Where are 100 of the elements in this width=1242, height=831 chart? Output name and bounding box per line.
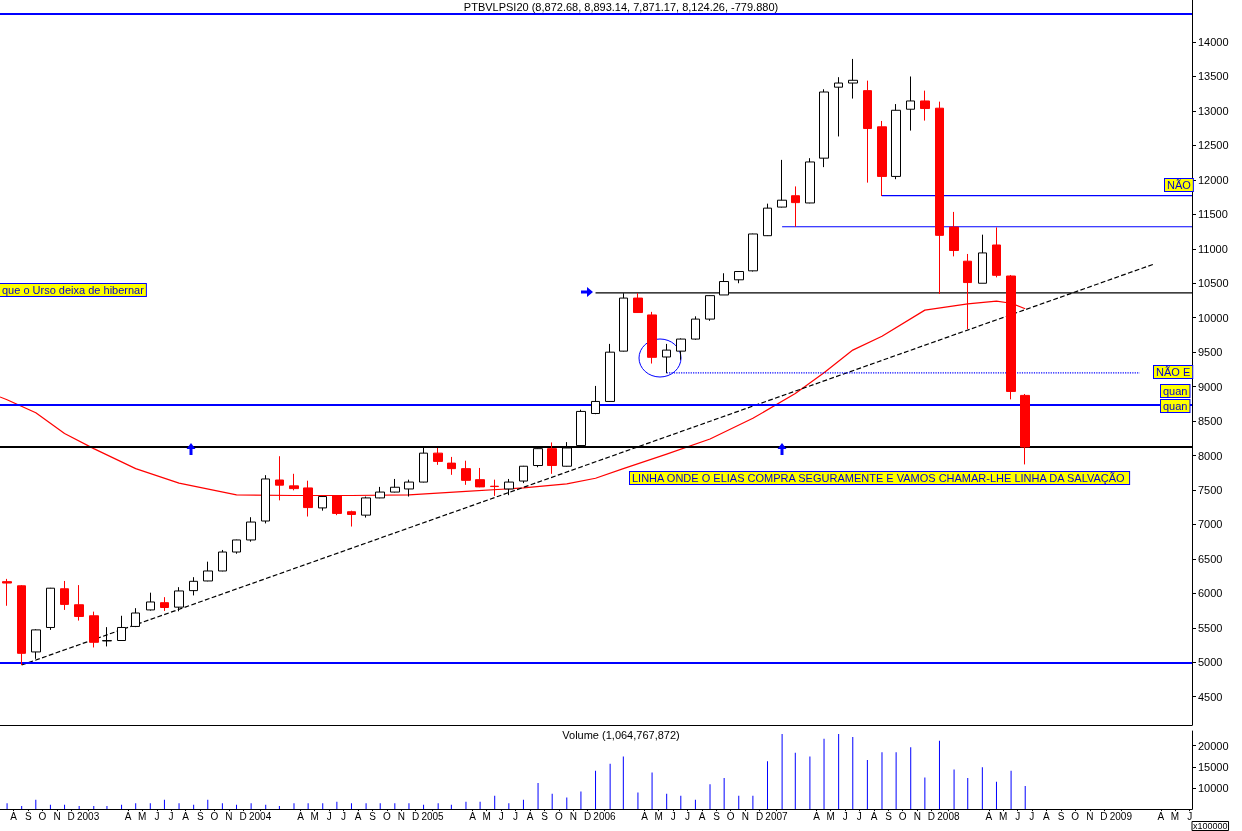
y-tick-label: 10000 (1198, 782, 1229, 795)
x-tick-label: D (927, 810, 936, 822)
x-tick-label: A (698, 810, 706, 822)
x-tick-label: M (1170, 810, 1180, 822)
candlestick (834, 76, 843, 137)
x-tick-label: A (870, 810, 878, 822)
x-tick-label: S (713, 810, 721, 822)
candlestick (605, 343, 615, 403)
y-tick-label: 13000 (1198, 104, 1229, 117)
y-tick-label: 6000 (1198, 587, 1223, 600)
candlestick (547, 441, 557, 475)
annotation: quan (1163, 400, 1188, 412)
y-tick-label: 9000 (1198, 380, 1223, 393)
candlestick (232, 539, 241, 555)
candlestick (146, 592, 155, 612)
annotation: NÃO (1167, 179, 1192, 191)
x-tick-label: J (856, 810, 862, 822)
x-tick-label: M (310, 810, 319, 822)
x-tick-label: D (755, 810, 764, 822)
y-tick-label: 7500 (1198, 484, 1223, 496)
annotation: quan (1163, 385, 1188, 397)
x-tick-label: J (498, 810, 504, 822)
annotation: LINHA ONDE O ELIAS COMPRA SEGURAMENTE E VAMOS CHAMAR-LHE LINHA DA SALVAÇÃO (632, 472, 1126, 484)
x-tick-label: J (326, 810, 332, 822)
x-tick-label: S (24, 810, 32, 822)
x-tick-label: J (684, 810, 690, 822)
annotation: que o Urso deixa de hibernar (2, 284, 145, 296)
candlestick (89, 611, 99, 648)
candlestick (404, 479, 414, 498)
x-tick-label: J (670, 810, 676, 822)
x-tick-label: O (898, 810, 907, 822)
x-tick-label: O (554, 810, 563, 822)
candlestick (891, 103, 901, 180)
x-tick-label: J (842, 810, 848, 822)
candlestick (791, 185, 800, 228)
candlestick (906, 76, 915, 132)
x-tick-label: M (138, 810, 147, 822)
candlestick (920, 90, 930, 122)
x-tick-label: O (38, 810, 47, 822)
x-tick-label: D (1100, 810, 1108, 822)
candlestick (734, 270, 744, 284)
candlestick (691, 315, 700, 341)
candlestick (519, 465, 528, 484)
candlestick (433, 447, 443, 466)
candlestick (633, 292, 643, 314)
y-tick-label: 13500 (1198, 70, 1229, 83)
candlestick (935, 101, 944, 295)
y-tick-label: 7000 (1198, 518, 1223, 531)
x-tick-label: A (641, 810, 649, 822)
x-tick-label: A (354, 810, 362, 822)
candlestick (676, 337, 686, 361)
y-tick-label: 12000 (1198, 173, 1229, 186)
x-tick-label: M (654, 810, 663, 822)
x-tick-label: M (482, 810, 491, 822)
candlestick (848, 58, 858, 100)
candlestick (1020, 393, 1030, 465)
y-tick-label: 15000 (1198, 760, 1229, 773)
x-tick-label: S (1057, 810, 1065, 822)
x-tick-label: A (297, 810, 305, 822)
candlestick (461, 460, 471, 486)
x-tick-label: J (1187, 810, 1193, 822)
x-tick-label: N (569, 810, 577, 822)
x-tick-label: 2004 (248, 810, 272, 822)
x-tick-label: J (154, 810, 160, 822)
candlestick (174, 586, 184, 612)
y-axis-title: x100000 (1193, 821, 1228, 831)
candlestick (877, 120, 887, 197)
y-tick-label: 12500 (1198, 139, 1229, 152)
candlestick (261, 474, 270, 524)
candlestick (390, 478, 400, 493)
y-tick-label: 8000 (1198, 449, 1223, 462)
x-tick-label: 2003 (76, 810, 100, 822)
candlestick (160, 596, 169, 612)
candlestick (375, 486, 385, 499)
x-tick-label: O (1071, 810, 1080, 822)
x-tick-label: M (826, 810, 835, 822)
x-tick-label: A (526, 810, 534, 822)
x-tick-label: S (541, 810, 549, 822)
candlestick (978, 234, 987, 284)
y-tick-label: 11500 (1198, 208, 1228, 221)
x-tick-label: O (210, 810, 219, 822)
x-tick-label: O (726, 810, 735, 822)
x-tick-label: A (469, 810, 477, 822)
x-tick-label: D (411, 810, 420, 822)
candlestick (863, 80, 872, 184)
candlestick (17, 584, 26, 666)
y-tick-label: 8500 (1198, 415, 1223, 428)
x-tick-label: N (53, 810, 61, 822)
x-tick-label: S (369, 810, 377, 822)
y-tick-label: 10000 (1198, 311, 1229, 324)
candlestick (31, 628, 41, 660)
x-tick-label: J (1029, 810, 1035, 822)
y-tick-label: 11000 (1198, 242, 1228, 255)
candlestick (203, 561, 213, 582)
x-tick-label: S (196, 810, 204, 822)
candlestick (763, 203, 772, 237)
candlestick (748, 233, 758, 273)
candlestick (2, 578, 12, 607)
candlestick (504, 478, 514, 496)
candlestick (992, 226, 1001, 278)
